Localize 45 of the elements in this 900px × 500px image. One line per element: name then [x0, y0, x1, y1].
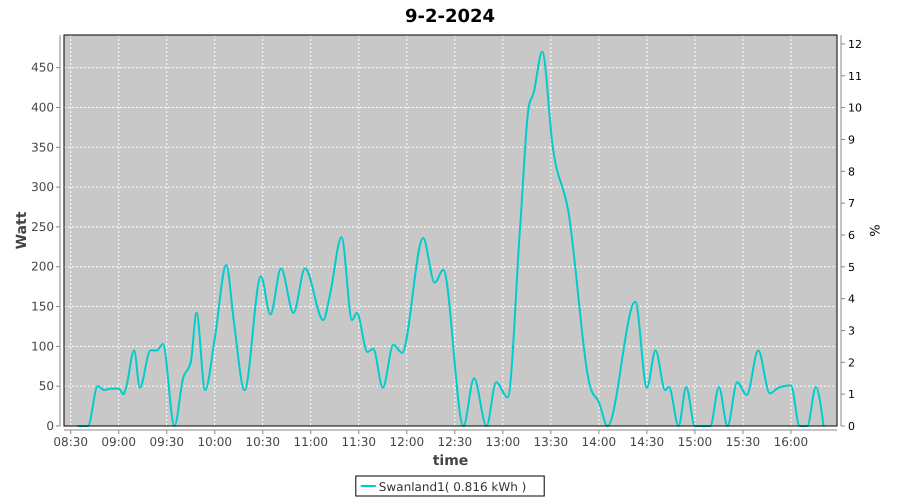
- x-tick-label: 16:00: [774, 435, 808, 449]
- x-tick-label: 09:30: [149, 435, 184, 449]
- x-tick-label: 14:00: [582, 435, 616, 449]
- y2-tick-label: 8: [848, 165, 855, 178]
- x-tick-label: 12:00: [390, 435, 424, 449]
- y2-tick-label: 6: [848, 228, 855, 242]
- x-tick-label: 10:30: [245, 435, 280, 449]
- y-axis-title: Watt: [14, 211, 30, 250]
- line-series: [76, 50, 825, 427]
- y-tick-label: 100: [31, 339, 54, 354]
- x-tick-label: 11:30: [342, 435, 376, 449]
- y2-tick-label: 10: [848, 102, 862, 115]
- x-tick-label: 14:30: [630, 435, 664, 449]
- y2-axis-title: %: [866, 224, 881, 237]
- x-tick-label: 15:00: [678, 435, 712, 449]
- x-tick-label: 15:30: [726, 435, 760, 449]
- x-tick-label: 10:00: [197, 435, 232, 449]
- x-tick-label: 12:30: [438, 435, 472, 449]
- y2-tick-label: 12: [848, 38, 862, 51]
- x-tick-label: 11:00: [293, 435, 328, 449]
- y2-tick-label: 3: [848, 324, 855, 338]
- y-tick-label: 50: [38, 379, 54, 394]
- y-tick-label: 0: [46, 419, 54, 433]
- y2-tick-label: 2: [848, 356, 855, 370]
- y2-tick-label: 1: [848, 388, 855, 402]
- y-tick-label: 350: [31, 140, 54, 154]
- y2-tick-label: 9: [848, 133, 855, 146]
- y-tick-label: 450: [31, 60, 54, 75]
- x-tick-label: 08:30: [53, 435, 88, 449]
- y2-tick-label: 5: [848, 260, 855, 274]
- x-tick-label: 09:00: [101, 435, 136, 449]
- y2-tick-label: 0: [848, 420, 855, 433]
- y-tick-label: 300: [31, 180, 54, 194]
- y-tick-label: 200: [31, 260, 54, 274]
- x-tick-label: 13:30: [534, 435, 568, 449]
- chart-title: 9-2-2024: [404, 6, 496, 27]
- y2-tick-label: 11: [848, 70, 862, 83]
- y-tick-label: 150: [31, 300, 54, 314]
- y2-tick-label: 4: [848, 292, 855, 306]
- y2-tick-label: 7: [848, 197, 855, 210]
- x-axis-title: time: [432, 453, 468, 469]
- y-tick-label: 250: [31, 220, 54, 234]
- x-tick-label: 13:00: [486, 435, 520, 449]
- y-tick-label: 400: [31, 100, 54, 114]
- legend-label: Swanland1( 0.816 kWh ): [378, 480, 526, 494]
